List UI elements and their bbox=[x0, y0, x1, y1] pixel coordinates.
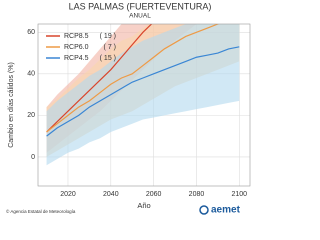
x-axis-label: Año bbox=[137, 201, 150, 210]
chart-subtitle: ANUAL bbox=[129, 13, 151, 20]
series-line bbox=[46, 24, 153, 133]
series-line bbox=[46, 46, 240, 137]
x-tick-label: 2040 bbox=[103, 191, 119, 198]
series-line bbox=[46, 24, 220, 133]
legend-label: RCP8.5 bbox=[64, 33, 89, 40]
x-tick-label: 2060 bbox=[146, 191, 162, 198]
legend-count: ( 19 ) bbox=[100, 33, 116, 40]
y-axis-label: Cambio en días cálidos (%) bbox=[8, 62, 15, 148]
legend-label: RCP6.0 bbox=[64, 44, 89, 51]
chart: LAS PALMAS (FUERTEVENTURA) ANUAL Cambio … bbox=[6, 1, 251, 216]
y-tick-label: 0 bbox=[31, 154, 35, 161]
plot-area bbox=[38, 24, 250, 186]
plot-frame bbox=[37, 23, 251, 187]
legend-count: ( 7 ) bbox=[104, 44, 116, 51]
y-tick-label: 20 bbox=[27, 112, 35, 119]
logo-icon bbox=[199, 205, 209, 215]
chart-title: LAS PALMAS (FUERTEVENTURA) bbox=[69, 1, 212, 11]
x-tick-label: 2080 bbox=[189, 191, 205, 198]
x-tick-label: 2100 bbox=[232, 191, 248, 198]
logo-text: aemet bbox=[211, 205, 241, 216]
legend-label: RCP4.5 bbox=[64, 55, 89, 62]
x-tick-label: 2020 bbox=[60, 191, 76, 198]
y-tick-label: 40 bbox=[27, 71, 35, 78]
y-tick-label: 60 bbox=[27, 29, 35, 36]
legend-count: ( 15 ) bbox=[100, 55, 116, 62]
footer-credit: © Agencia Estatal de Meteorología bbox=[6, 208, 76, 214]
